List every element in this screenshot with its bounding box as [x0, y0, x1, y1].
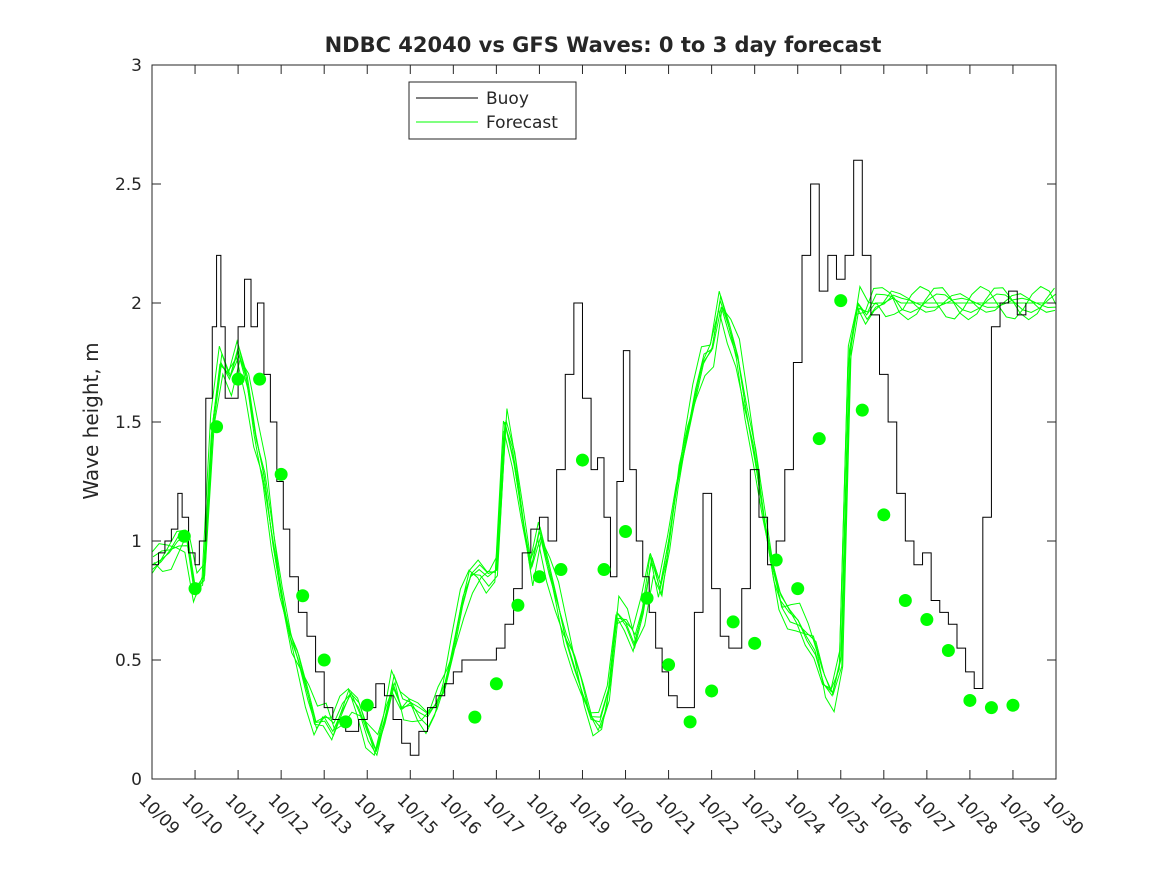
x-tick-label: 10/17 — [479, 790, 528, 839]
forecast-marker — [468, 710, 482, 724]
forecast-marker — [177, 529, 191, 543]
forecast-marker — [941, 643, 955, 657]
forecast-line-6 — [152, 294, 1057, 753]
forecast-marker — [877, 508, 891, 522]
y-tick-label: 0.5 — [115, 651, 142, 671]
forecast-marker — [231, 372, 245, 386]
buoy-line — [152, 159, 1027, 756]
forecast-marker — [554, 563, 568, 577]
forecast-marker — [726, 615, 740, 629]
forecast-marker — [791, 582, 805, 596]
x-tick-label: 10/19 — [565, 790, 614, 839]
forecast-marker — [597, 563, 611, 577]
forecast-marker — [748, 636, 762, 650]
forecast-marker — [532, 570, 546, 584]
x-tick-label: 10/13 — [307, 790, 356, 839]
x-tick-label: 10/18 — [522, 790, 571, 839]
x-tick-label: 10/23 — [737, 790, 786, 839]
forecast-line-5 — [151, 287, 1055, 757]
forecast-line-1 — [151, 297, 1056, 752]
forecast-marker — [360, 698, 374, 712]
forecast-marker — [296, 589, 310, 603]
forecast-marker — [963, 693, 977, 707]
forecast-marker — [1006, 698, 1020, 712]
x-tick-label: 10/16 — [436, 790, 485, 839]
y-tick-label: 1.5 — [115, 413, 142, 433]
forecast-marker — [705, 684, 719, 698]
forecast-marker — [855, 403, 869, 417]
x-tick-label: 10/11 — [221, 790, 270, 839]
plot-area — [152, 65, 1056, 779]
forecast-marker — [920, 613, 934, 627]
chart-title: NDBC 42040 vs GFS Waves: 0 to 3 day fore… — [325, 33, 882, 57]
legend-entry-buoy: Buoy — [486, 89, 529, 109]
legend: Buoy Forecast — [408, 81, 577, 140]
x-tick-label: 10/22 — [694, 790, 743, 839]
x-tick-label: 10/15 — [393, 790, 442, 839]
y-tick-label: 2 — [131, 294, 142, 314]
forecast-line-3 — [151, 290, 1056, 755]
forecast-marker — [339, 715, 353, 729]
forecast-marker — [640, 591, 654, 605]
forecast-marker — [511, 598, 525, 612]
x-tick-label: 10/14 — [350, 790, 399, 839]
forecast-marker — [834, 294, 848, 308]
legend-box — [408, 81, 577, 140]
x-tick-label: 10/09 — [134, 790, 183, 839]
y-tick-label: 1 — [131, 532, 142, 552]
forecast-marker — [274, 467, 288, 481]
x-tick-label: 10/29 — [995, 790, 1044, 839]
forecast-marker — [662, 658, 676, 672]
legend-entry-forecast: Forecast — [486, 113, 558, 133]
forecast-marker — [489, 677, 503, 691]
x-tick-label: 10/30 — [1038, 790, 1087, 839]
forecast-marker — [898, 594, 912, 607]
x-tick-label: 10/20 — [608, 790, 657, 839]
forecast-marker — [253, 372, 267, 386]
forecast-marker — [984, 701, 998, 715]
x-tick-label: 10/24 — [780, 790, 829, 839]
x-tick-label: 10/26 — [866, 790, 915, 839]
y-tick-label: 2.5 — [115, 175, 142, 195]
x-tick-label: 10/10 — [178, 790, 227, 839]
y-tick-label: 0 — [131, 770, 142, 790]
y-tick-label: 3 — [131, 56, 142, 76]
forecast-markers — [177, 294, 1020, 729]
plot-background — [152, 65, 1056, 779]
forecast-marker — [188, 582, 202, 596]
x-tick-label: 10/25 — [823, 790, 872, 839]
forecast-marker — [317, 653, 331, 667]
x-tick-label: 10/28 — [952, 790, 1001, 839]
forecast-line-2 — [152, 293, 1057, 757]
y-axis-label: Wave height, m — [79, 342, 103, 499]
x-tick-label: 10/21 — [651, 790, 700, 839]
series-layer — [151, 159, 1057, 757]
forecast-marker — [769, 553, 783, 567]
x-tick-label: 10/12 — [264, 790, 313, 839]
x-tick-label: 10/27 — [909, 790, 958, 839]
forecast-marker — [210, 420, 224, 434]
forecast-marker — [683, 715, 697, 729]
forecast-marker — [812, 432, 826, 446]
forecast-marker — [619, 524, 633, 538]
forecast-marker — [575, 453, 589, 467]
